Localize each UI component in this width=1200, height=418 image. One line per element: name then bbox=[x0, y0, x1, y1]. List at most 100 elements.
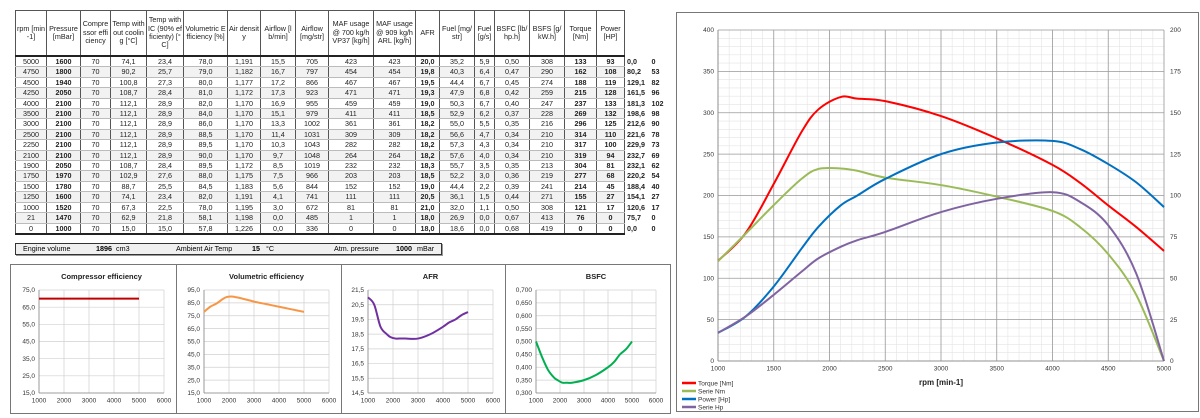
x-axis-title: rpm [min-1] bbox=[919, 378, 963, 387]
column-header: MAF usage @ 700 kg/h VP37 [kg/h] bbox=[329, 11, 374, 57]
table-cell: 741 bbox=[296, 192, 329, 202]
table-cell: 0,0 bbox=[261, 223, 296, 234]
table-cell: 90,0 bbox=[184, 150, 228, 160]
table-cell: 28,9 bbox=[147, 98, 184, 108]
table-cell: 132 bbox=[597, 109, 625, 119]
table-cell: 2100 bbox=[47, 98, 81, 108]
y-tick-label: 150 bbox=[703, 234, 714, 241]
table-cell: 90,2 bbox=[111, 67, 147, 77]
serie-cell: 181,3 bbox=[625, 98, 650, 108]
table-cell: 19,8 bbox=[416, 67, 440, 77]
y-tick-label: 350 bbox=[703, 69, 714, 76]
table-cell: 1,170 bbox=[228, 129, 261, 139]
serie-cell: 40 bbox=[650, 181, 666, 191]
table-cell: 1250 bbox=[16, 192, 47, 202]
table-cell: 74,1 bbox=[111, 192, 147, 202]
ambient-temp-value: 15 bbox=[252, 244, 260, 254]
table-cell: 16,9 bbox=[261, 98, 296, 108]
table-cell: 966 bbox=[296, 171, 329, 181]
serie-cell: 96 bbox=[650, 88, 666, 98]
table-cell: 70 bbox=[81, 171, 111, 181]
table-cell: 20,5 bbox=[416, 192, 440, 202]
table-cell: 1031 bbox=[296, 129, 329, 139]
table-cell: 0,47 bbox=[495, 67, 530, 77]
table-cell: 1,172 bbox=[228, 161, 261, 171]
table-cell: 2100 bbox=[47, 119, 81, 129]
table-cell: 247 bbox=[530, 98, 565, 108]
table-cell: 237 bbox=[565, 98, 597, 108]
table-cell: 4000 bbox=[16, 98, 47, 108]
table-cell: 15,0 bbox=[147, 223, 184, 234]
table-cell: 290 bbox=[530, 67, 565, 77]
table-cell: 1,172 bbox=[228, 88, 261, 98]
serie-cell: 27 bbox=[650, 192, 666, 202]
table-cell: 2100 bbox=[47, 140, 81, 150]
table-cell: 112,1 bbox=[111, 150, 147, 160]
column-header: Volumetric Efficiency [%] bbox=[184, 11, 228, 57]
chart-title: AFR bbox=[423, 272, 439, 281]
y-tick-label: 75,0 bbox=[187, 313, 200, 320]
serie-cell: 82 bbox=[650, 77, 666, 87]
table-cell: 112,1 bbox=[111, 129, 147, 139]
table-cell: 4,3 bbox=[475, 140, 495, 150]
table-cell: 336 bbox=[296, 223, 329, 234]
table-cell: 28,4 bbox=[147, 161, 184, 171]
table-cell: 4,7 bbox=[475, 129, 495, 139]
table-cell: 228 bbox=[530, 109, 565, 119]
table-cell: 1940 bbox=[47, 77, 81, 87]
table-cell: 1,170 bbox=[228, 119, 261, 129]
x-tick-label: 6000 bbox=[649, 398, 664, 405]
table-cell: 36,1 bbox=[440, 192, 475, 202]
table-cell: 5,9 bbox=[475, 56, 495, 67]
table-cell: 70 bbox=[81, 150, 111, 160]
table-cell: 100 bbox=[597, 140, 625, 150]
table-cell: 108 bbox=[597, 67, 625, 77]
serie-cell: 212,6 bbox=[625, 119, 650, 129]
table-cell: 419 bbox=[530, 223, 565, 234]
table-cell: 21,8 bbox=[147, 213, 184, 223]
table-cell: 79,0 bbox=[184, 67, 228, 77]
y-tick-label: 300 bbox=[703, 110, 714, 117]
table-cell: 459 bbox=[374, 98, 416, 108]
x-tick-label: 3000 bbox=[247, 398, 262, 405]
table-cell: 1,226 bbox=[228, 223, 261, 234]
table-cell: 70 bbox=[81, 88, 111, 98]
column-header: MAF usage @ 909 kg/h ARL [kg/h] bbox=[374, 11, 416, 57]
table-cell: 241 bbox=[530, 181, 565, 191]
column-header: rpm [min-1] bbox=[16, 11, 47, 57]
serie-cell: 78 bbox=[650, 129, 666, 139]
table-cell: 454 bbox=[329, 67, 374, 77]
ambient-temp-label: Ambient Air Temp bbox=[176, 244, 232, 254]
y-tick-label: 0,600 bbox=[516, 313, 533, 320]
serie-cell: 54 bbox=[650, 171, 666, 181]
table-cell: 9,7 bbox=[261, 150, 296, 160]
table-cell: 411 bbox=[374, 109, 416, 119]
y2-tick-label: 100 bbox=[1170, 193, 1181, 200]
table-cell: 55,0 bbox=[440, 119, 475, 129]
y2-tick-label: 200 bbox=[1170, 27, 1181, 34]
y-tick-label: 0 bbox=[710, 358, 714, 365]
table-cell: 1520 bbox=[47, 202, 81, 212]
y-tick-label: 0,650 bbox=[516, 300, 533, 307]
table-cell: 19,0 bbox=[416, 98, 440, 108]
table-cell: 56,6 bbox=[440, 129, 475, 139]
y2-tick-label: 75 bbox=[1170, 234, 1178, 241]
table-cell: 1048 bbox=[296, 150, 329, 160]
legend-label: Serie Hp bbox=[698, 404, 724, 411]
table-cell: 52,2 bbox=[440, 171, 475, 181]
y-tick-label: 0,300 bbox=[516, 390, 533, 397]
table-cell: 93 bbox=[597, 56, 625, 67]
table-cell: 111 bbox=[329, 192, 374, 202]
table-cell: 28,9 bbox=[147, 119, 184, 129]
table-cell: 18,2 bbox=[416, 119, 440, 129]
engine-volume-unit: cm3 bbox=[116, 244, 130, 254]
table-cell: 19,3 bbox=[416, 88, 440, 98]
table-cell: 1,170 bbox=[228, 140, 261, 150]
table-cell: 6,7 bbox=[475, 77, 495, 87]
table-cell: 70 bbox=[81, 223, 111, 234]
serie-cell: 102 bbox=[650, 98, 666, 108]
table-cell: 27,3 bbox=[147, 77, 184, 87]
